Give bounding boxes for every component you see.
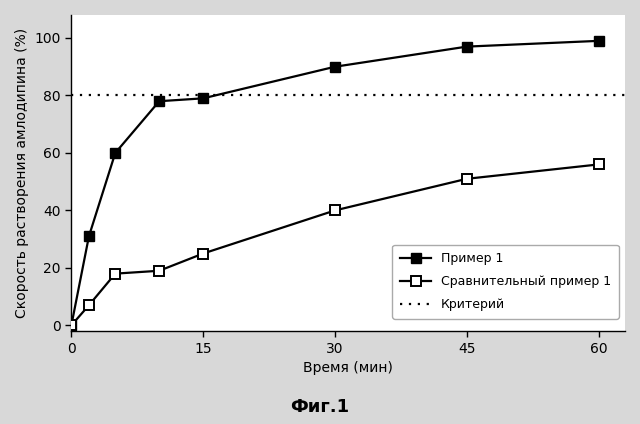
Пример 1 — [331, 64, 339, 69]
Сравнительный пример 1 — [67, 323, 75, 328]
X-axis label: Время (мин): Время (мин) — [303, 361, 393, 375]
Сравнительный пример 1 — [463, 176, 470, 181]
Пример 1 — [199, 96, 207, 101]
Line: Сравнительный пример 1: Сравнительный пример 1 — [67, 159, 604, 330]
Сравнительный пример 1 — [156, 268, 163, 273]
Сравнительный пример 1 — [111, 271, 119, 276]
Сравнительный пример 1 — [331, 208, 339, 213]
Line: Пример 1: Пример 1 — [67, 36, 604, 330]
Пример 1 — [463, 44, 470, 49]
Сравнительный пример 1 — [595, 162, 602, 167]
Text: Фиг.1: Фиг.1 — [291, 398, 349, 416]
Критерий — [76, 93, 84, 98]
Сравнительный пример 1 — [85, 303, 93, 308]
Legend: Пример 1, Сравнительный пример 1, Критерий: Пример 1, Сравнительный пример 1, Критер… — [392, 245, 619, 318]
Пример 1 — [156, 99, 163, 104]
Пример 1 — [111, 151, 119, 156]
Критерий — [67, 93, 75, 98]
Пример 1 — [85, 234, 93, 239]
Пример 1 — [67, 323, 75, 328]
Y-axis label: Скорость растворения амлодипина (%): Скорость растворения амлодипина (%) — [15, 28, 29, 318]
Сравнительный пример 1 — [199, 251, 207, 256]
Пример 1 — [595, 38, 602, 43]
